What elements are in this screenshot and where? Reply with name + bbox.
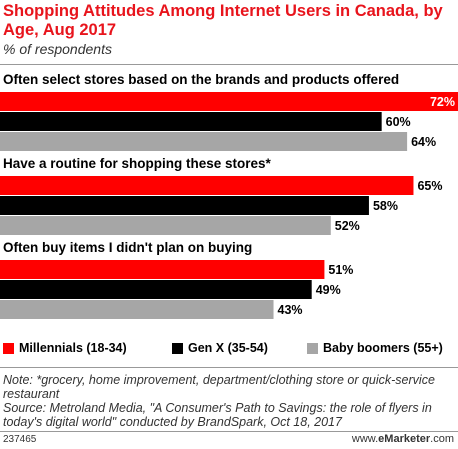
notes: Note: *grocery, home improvement, depart… — [3, 373, 455, 429]
footer-divider — [0, 367, 458, 368]
brand-suffix: .com — [430, 433, 454, 445]
brand-logo[interactable]: www.eMarketer.com — [352, 433, 454, 445]
note-line: Note: *grocery, home improvement, depart… — [3, 373, 435, 401]
legend-swatch-genx — [172, 342, 183, 354]
source-line: Source: Metroland Media, "A Consumer's P… — [3, 401, 432, 429]
data-label-millennials-1: 65% — [417, 179, 442, 193]
legend-label-genx: Gen X (35-54) — [188, 341, 268, 355]
header-divider — [0, 64, 458, 65]
legend-item-boomers: Baby boomers (55+) — [307, 341, 443, 355]
legend-label-boomers: Baby boomers (55+) — [323, 341, 443, 355]
data-label-millennials-2: 51% — [328, 263, 353, 277]
chart-title: Shopping Attitudes Among Internet Users … — [3, 2, 443, 39]
bar-millennials-1 — [0, 176, 414, 195]
data-label-boomers-1: 52% — [335, 219, 360, 233]
data-label-boomers-2: 43% — [278, 303, 303, 317]
legend-item-genx: Gen X (35-54) — [172, 341, 268, 355]
bar-millennials-2 — [0, 260, 325, 279]
legend: Millennials (18-34) Gen X (35-54) Baby b… — [0, 341, 458, 361]
bar-chart: Often select stores based on the brands … — [0, 72, 458, 319]
bottom-divider — [0, 431, 458, 432]
bar-genx-1 — [0, 196, 369, 215]
bar-genx-2 — [0, 280, 312, 299]
chart-subtitle: % of respondents — [3, 41, 112, 57]
data-label-boomers-0: 64% — [411, 135, 436, 149]
data-label-millennials-0: 72% — [430, 95, 455, 109]
category-label-2: Often buy items I didn't plan on buying — [3, 240, 252, 255]
category-label-1: Have a routine for shopping these stores… — [3, 156, 272, 171]
chart-id: 237465 — [3, 434, 37, 445]
bar-genx-0 — [0, 112, 382, 131]
bar-boomers-0 — [0, 132, 408, 151]
brand-main: eMarketer — [378, 433, 431, 445]
category-label-0: Often select stores based on the brands … — [3, 72, 399, 87]
brand-prefix: www. — [351, 433, 379, 445]
data-label-genx-2: 49% — [316, 283, 341, 297]
data-label-genx-1: 58% — [373, 199, 398, 213]
bar-millennials-0 — [0, 92, 458, 111]
data-label-genx-0: 60% — [386, 115, 411, 129]
legend-swatch-millennials — [3, 342, 14, 354]
legend-item-millennials: Millennials (18-34) — [3, 341, 127, 355]
legend-label-millennials: Millennials (18-34) — [19, 341, 127, 355]
legend-swatch-boomers — [307, 342, 318, 354]
bar-boomers-2 — [0, 300, 274, 319]
bar-boomers-1 — [0, 216, 331, 235]
